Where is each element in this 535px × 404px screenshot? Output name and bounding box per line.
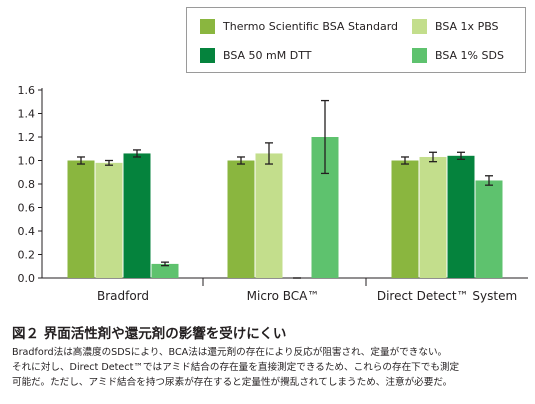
y-tick-label: 1.4 bbox=[18, 108, 36, 121]
bar bbox=[255, 153, 283, 278]
bar bbox=[475, 180, 503, 278]
figure-title: 図２ 界面活性剤や還元剤の影響を受けにくい bbox=[12, 326, 287, 342]
legend-item-bsa-pbs: BSA 1x PBS bbox=[412, 17, 499, 35]
x-category-label: Direct Detect™ System bbox=[377, 289, 517, 303]
legend-swatch bbox=[200, 18, 215, 34]
bar bbox=[419, 156, 447, 278]
y-tick-label: 0.8 bbox=[18, 178, 36, 191]
y-tick-label: 1.0 bbox=[18, 155, 36, 168]
bar-chart: 0.0 0.2 0.4 0.6 0.8 1.0 1.2 1.4 1.6 Bradford Micro… bbox=[18, 84, 528, 303]
x-category-label: Bradford bbox=[97, 289, 149, 303]
y-tick-label: 1.6 bbox=[18, 84, 36, 97]
legend-item-bsa-standard: Thermo Scientific BSA Standard bbox=[200, 17, 398, 35]
bar bbox=[447, 155, 475, 278]
x-category-label: Micro BCA™ bbox=[247, 289, 320, 303]
legend-swatch bbox=[412, 18, 427, 34]
legend-label: Thermo Scientific BSA Standard bbox=[223, 19, 399, 33]
caption-line: 可能だ。ただし、アミド結合を持つ尿素が存在すると定量性が攪乱されてしまうため、注… bbox=[12, 377, 453, 388]
legend-swatch bbox=[412, 47, 427, 63]
bar bbox=[67, 160, 95, 278]
y-tick-label: 0.4 bbox=[18, 225, 36, 238]
legend-label: BSA 1x PBS bbox=[435, 19, 499, 33]
bar bbox=[123, 153, 151, 278]
y-tick-label: 1.2 bbox=[18, 131, 36, 144]
y-tick-label: 0.6 bbox=[18, 202, 36, 215]
bar bbox=[391, 160, 419, 278]
caption-line: それに対し、Direct Detect™ではアミド結合の存在量を直接測定できるた… bbox=[12, 362, 460, 373]
legend-label: BSA 50 mM DTT bbox=[223, 48, 312, 62]
y-tick-label: 0.2 bbox=[18, 249, 36, 262]
bar bbox=[227, 160, 255, 278]
legend-item-bsa-dtt: BSA 50 mM DTT bbox=[200, 46, 311, 64]
y-tick-label: 0.0 bbox=[18, 272, 36, 285]
bar bbox=[95, 162, 123, 278]
legend-label: BSA 1% SDS bbox=[435, 48, 504, 62]
chart-legend: Thermo Scientific BSA Standard BSA 1x PB… bbox=[186, 7, 526, 73]
caption-line: Bradford法は高濃度のSDSにより、BCA法は還元剤の存在により反応が阻害… bbox=[12, 347, 448, 358]
legend-item-bsa-sds: BSA 1% SDS bbox=[412, 46, 504, 64]
figure-caption: Bradford法は高濃度のSDSにより、BCA法は還元剤の存在により反応が阻害… bbox=[12, 345, 527, 390]
legend-swatch bbox=[200, 47, 215, 63]
bar bbox=[151, 263, 179, 278]
